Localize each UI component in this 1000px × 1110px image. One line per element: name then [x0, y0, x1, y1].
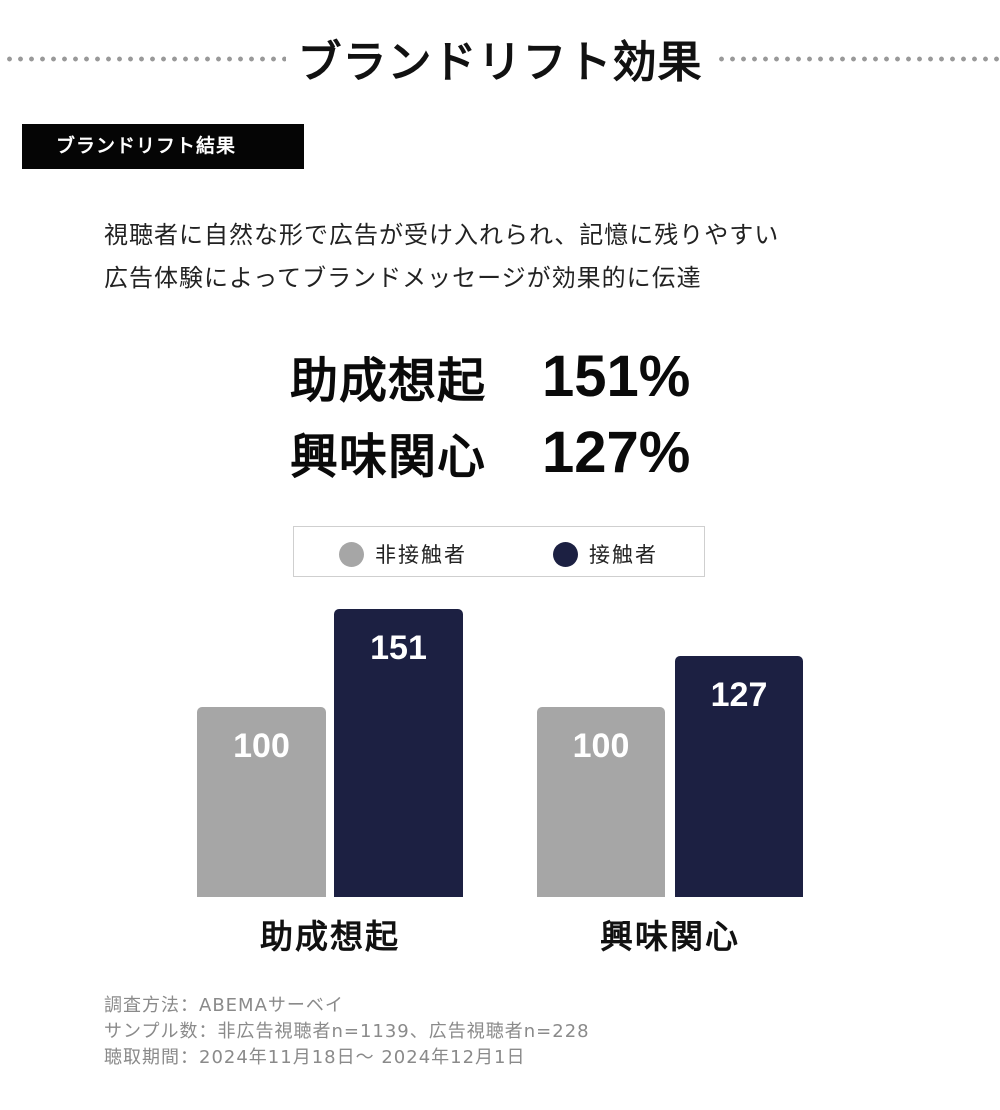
legend-label: 非接触者 [375, 543, 467, 567]
page-header: ブランドリフト効果 [0, 22, 1000, 92]
note-method: 調査方法：ABEMAサーベイ [104, 995, 344, 1016]
dotted-divider-left [4, 56, 286, 62]
kpi-summary: 助成想起 151% 興味関心 127% [290, 338, 730, 490]
bar-interest-non-exposed: 100 [537, 707, 665, 897]
category-label-interest: 興味関心 [600, 917, 740, 956]
kpi-value: 127% [542, 419, 691, 485]
legend-dot-icon [553, 541, 578, 567]
bar-value-label: 151 [370, 629, 427, 667]
lead-line-2: 広告体験によってブランドメッセージが効果的に伝達 [104, 264, 702, 292]
bar-aided-recall-non-exposed: 100 [197, 707, 326, 897]
category-label-aided-recall: 助成想起 [260, 917, 400, 956]
kpi-value: 151% [542, 343, 691, 409]
survey-notes: 調査方法：ABEMAサーベイ サンプル数：非広告視聴者n=1139、広告視聴者n… [104, 993, 590, 1071]
chart-legend: 非接触者 接触者 [293, 526, 705, 577]
page-title: ブランドリフト効果 [297, 37, 703, 88]
note-period: 聴取期間：2024年11月18日～ 2024年12月1日 [104, 1047, 526, 1068]
bar-interest-exposed: 127 [675, 656, 803, 897]
kpi-label: 興味関心 [290, 429, 487, 485]
lead-line-1: 視聴者に自然な形で広告が受け入れられ、記憶に残りやすい [104, 221, 780, 249]
legend-dot-icon [339, 541, 364, 567]
legend-label: 接触者 [589, 543, 658, 567]
legend-item-non-exposed: 非接触者 [339, 539, 467, 569]
bar-value-label: 100 [233, 727, 290, 765]
bar-aided-recall-exposed: 151 [334, 609, 463, 897]
kpi-label: 助成想起 [290, 353, 487, 409]
kpi-interest: 興味関心 127% [290, 414, 730, 490]
section-tag: ブランドリフト結果 [22, 124, 304, 169]
note-sample: サンプル数：非広告視聴者n=1139、広告視聴者n=228 [104, 1021, 590, 1042]
lead-text: 視聴者に自然な形で広告が受け入れられ、記憶に残りやすい 広告体験によってブランド… [104, 214, 924, 300]
dotted-divider-right [716, 56, 1000, 62]
bar-value-label: 100 [572, 727, 630, 765]
bar-value-label: 127 [710, 676, 768, 714]
kpi-aided-recall: 助成想起 151% [290, 338, 730, 414]
legend-item-exposed: 接触者 [553, 539, 658, 569]
